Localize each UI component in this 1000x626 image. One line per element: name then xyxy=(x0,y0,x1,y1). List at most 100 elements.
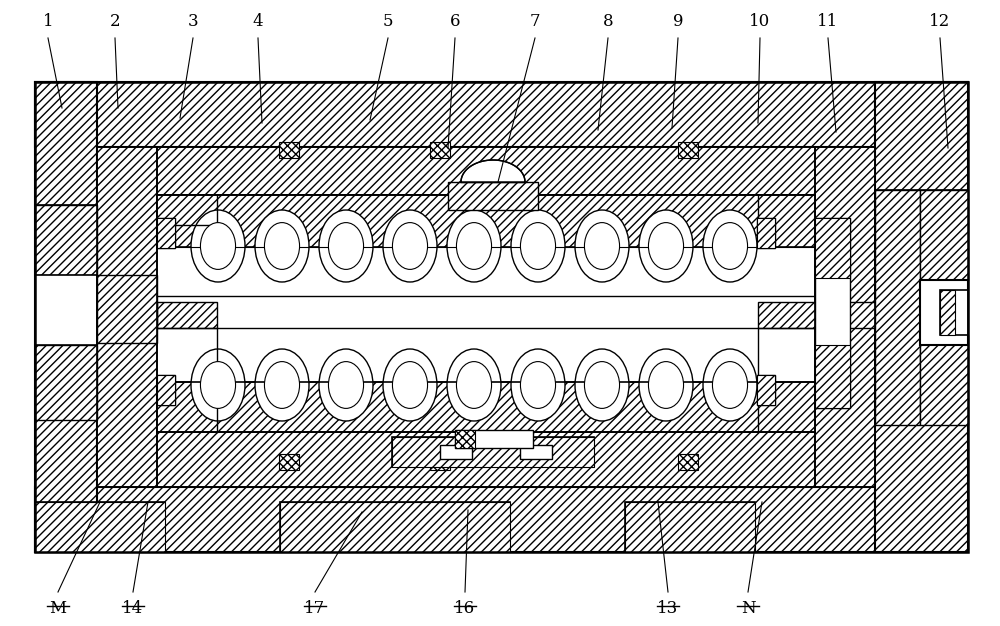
Text: 13: 13 xyxy=(657,600,679,617)
Bar xyxy=(279,454,299,470)
Ellipse shape xyxy=(648,223,684,269)
Bar xyxy=(97,432,875,487)
Text: 5: 5 xyxy=(383,13,393,30)
Bar xyxy=(815,218,850,408)
Ellipse shape xyxy=(264,223,300,269)
Bar xyxy=(875,82,968,552)
Bar xyxy=(875,190,968,425)
Text: N: N xyxy=(741,600,755,617)
Bar xyxy=(392,437,594,467)
Bar xyxy=(757,218,775,248)
Bar xyxy=(448,182,538,210)
Bar xyxy=(815,302,875,328)
Bar xyxy=(35,82,968,552)
Ellipse shape xyxy=(392,362,428,408)
Text: 8: 8 xyxy=(603,13,613,30)
Bar xyxy=(35,205,97,420)
Ellipse shape xyxy=(319,349,373,421)
Ellipse shape xyxy=(200,223,236,269)
Text: 2: 2 xyxy=(110,13,120,30)
Ellipse shape xyxy=(255,210,309,282)
Text: 10: 10 xyxy=(749,13,771,30)
Ellipse shape xyxy=(383,349,437,421)
Ellipse shape xyxy=(200,362,236,408)
Bar xyxy=(940,290,968,335)
Bar xyxy=(757,375,775,405)
Ellipse shape xyxy=(255,349,309,421)
Bar xyxy=(625,502,755,552)
Ellipse shape xyxy=(191,349,245,421)
Bar xyxy=(279,142,299,158)
Ellipse shape xyxy=(584,362,620,408)
Bar xyxy=(35,82,968,147)
Ellipse shape xyxy=(575,210,629,282)
Ellipse shape xyxy=(648,362,684,408)
Ellipse shape xyxy=(575,349,629,421)
Text: 17: 17 xyxy=(304,600,326,617)
Bar xyxy=(35,275,97,345)
Bar xyxy=(157,195,815,247)
Bar xyxy=(920,280,968,345)
Bar xyxy=(940,290,955,335)
Ellipse shape xyxy=(447,349,501,421)
Ellipse shape xyxy=(511,349,565,421)
Bar xyxy=(157,375,175,405)
Text: 9: 9 xyxy=(673,13,683,30)
Ellipse shape xyxy=(328,362,364,408)
Ellipse shape xyxy=(447,210,501,282)
Bar xyxy=(430,142,450,158)
Bar xyxy=(815,147,875,487)
Bar xyxy=(678,454,698,470)
Bar xyxy=(455,430,475,448)
Bar xyxy=(97,275,157,343)
Ellipse shape xyxy=(712,223,748,269)
Bar xyxy=(35,205,97,275)
Text: 11: 11 xyxy=(817,13,839,30)
Bar xyxy=(757,375,775,405)
Ellipse shape xyxy=(520,362,556,408)
Ellipse shape xyxy=(639,349,693,421)
Ellipse shape xyxy=(264,362,300,408)
Bar xyxy=(757,218,775,248)
Bar xyxy=(392,437,594,467)
Bar xyxy=(920,335,968,425)
Bar xyxy=(875,190,920,425)
Bar xyxy=(157,382,815,432)
Bar xyxy=(35,502,165,552)
Ellipse shape xyxy=(328,223,364,269)
Bar xyxy=(440,445,472,459)
Bar xyxy=(280,502,510,552)
Text: 7: 7 xyxy=(530,13,540,30)
Text: 3: 3 xyxy=(188,13,198,30)
Bar xyxy=(35,487,968,552)
Text: 12: 12 xyxy=(929,13,951,30)
Ellipse shape xyxy=(703,210,757,282)
Bar xyxy=(455,430,533,448)
Bar xyxy=(815,218,850,278)
Ellipse shape xyxy=(639,210,693,282)
Text: 16: 16 xyxy=(454,600,476,617)
Ellipse shape xyxy=(511,210,565,282)
Bar xyxy=(35,345,97,420)
Text: M: M xyxy=(49,600,67,617)
Bar xyxy=(678,142,698,158)
Bar xyxy=(157,218,175,248)
Bar xyxy=(97,147,875,195)
Bar xyxy=(157,375,175,405)
Ellipse shape xyxy=(392,223,428,269)
Bar xyxy=(35,502,165,552)
Ellipse shape xyxy=(584,223,620,269)
Text: 14: 14 xyxy=(122,600,144,617)
Ellipse shape xyxy=(712,362,748,408)
Ellipse shape xyxy=(456,223,492,269)
Bar xyxy=(97,147,157,487)
Bar xyxy=(97,302,157,328)
Bar xyxy=(430,454,450,470)
Bar xyxy=(758,302,815,328)
Ellipse shape xyxy=(383,210,437,282)
Text: 6: 6 xyxy=(450,13,460,30)
Ellipse shape xyxy=(319,210,373,282)
Ellipse shape xyxy=(520,223,556,269)
Bar xyxy=(280,502,510,552)
Ellipse shape xyxy=(703,349,757,421)
